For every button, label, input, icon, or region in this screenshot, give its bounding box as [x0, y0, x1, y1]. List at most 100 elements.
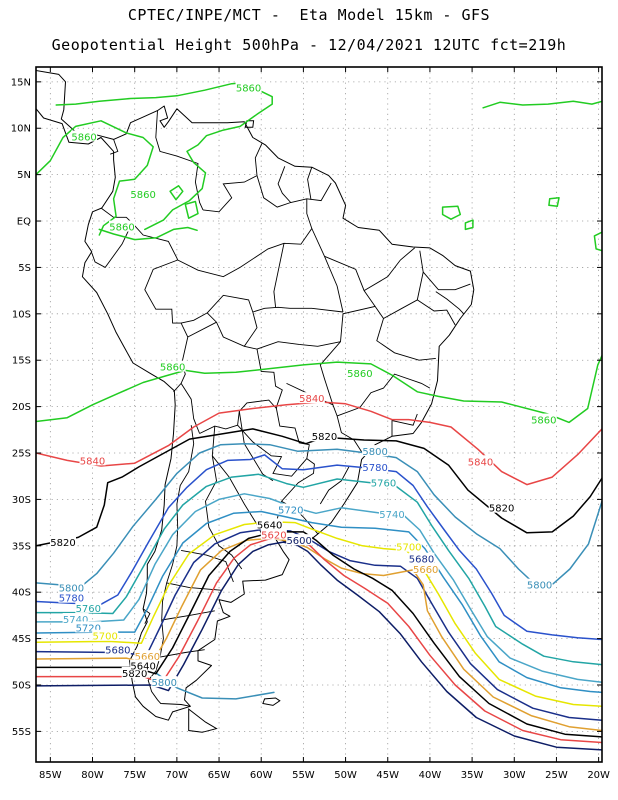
lon-tick-label: 80W [81, 770, 104, 781]
contour-5860 [184, 200, 199, 219]
political-border [363, 247, 415, 291]
contour-label-bg [58, 581, 85, 593]
contour-label-bg [71, 130, 98, 142]
contour-label-bg [75, 601, 102, 613]
lat-tick-label: 25S [12, 449, 31, 460]
contour-label-bg [408, 552, 435, 564]
contour-5840 [36, 401, 602, 486]
island-coastline [106, 50, 125, 56]
political-border [319, 466, 350, 505]
contour-label-5740: 5740 [379, 510, 404, 521]
contour-label-5800: 5800 [59, 583, 84, 594]
contour-label-bg [92, 629, 119, 641]
contour-label-5720: 5720 [278, 506, 303, 517]
contour-label-5860: 5860 [531, 416, 556, 427]
lat-tick-label: 10S [12, 309, 31, 320]
political-border [206, 294, 254, 314]
contour-5860 [441, 205, 462, 220]
height-contours [36, 82, 602, 751]
contour-label-bg [467, 455, 494, 467]
political-border [202, 142, 263, 213]
contour-label-5820: 5820 [489, 504, 514, 515]
lon-tick-label: 70W [166, 770, 189, 781]
contour-label-bg [130, 188, 157, 200]
lon-tick-label: 40W [419, 770, 442, 781]
island-coastline [140, 36, 191, 57]
political-border [155, 110, 204, 211]
contour-5860 [98, 226, 198, 241]
contour-label-5660: 5660 [413, 565, 438, 576]
contour-label-5860: 5860 [130, 190, 155, 201]
contour-label-bg [277, 503, 304, 515]
contour-5860 [169, 185, 184, 201]
contour-label-5760: 5760 [371, 479, 396, 490]
map-frame [35, 66, 603, 763]
contour-label-bg [286, 534, 313, 546]
contour-label-5680: 5680 [105, 646, 130, 657]
island-coastline [262, 697, 281, 706]
political-border [144, 259, 189, 393]
contour-label-bg [58, 591, 85, 603]
political-border [273, 243, 285, 308]
political-border [238, 411, 274, 482]
lon-tick-label: 20W [587, 770, 610, 781]
contour-label-bg [395, 540, 422, 552]
contour-label-5780: 5780 [59, 594, 84, 605]
contour-label-5800: 5800 [527, 581, 552, 592]
contour-5860 [593, 231, 602, 252]
lat-tick-label: 15S [12, 356, 31, 367]
political-border [311, 228, 344, 313]
contour-label-bg [412, 562, 439, 574]
contour-label-bg [298, 392, 325, 404]
political-border [131, 222, 179, 261]
contour-label-bg [260, 528, 287, 540]
lat-tick-label: 5S [18, 263, 31, 274]
contour-5860 [464, 219, 474, 231]
political-border [100, 207, 133, 224]
political-border [237, 424, 308, 477]
contour-5660 [36, 537, 602, 732]
lat-tick-label: 50S [12, 680, 31, 691]
political-border [417, 299, 456, 326]
lon-tick-label: 25W [545, 770, 568, 781]
contour-label-5740: 5740 [63, 615, 88, 626]
political-border [252, 306, 344, 313]
tierra-del-fuego-coastline [188, 708, 218, 733]
contour-label-bg [130, 659, 157, 671]
political-border [142, 608, 151, 624]
contour-label-bg [109, 220, 136, 232]
contour-5860 [55, 82, 273, 231]
contour-label-bg [530, 413, 557, 425]
contour-label-5720: 5720 [76, 623, 101, 634]
political-border [324, 255, 376, 307]
contour-label-5860: 5860 [347, 369, 372, 380]
contour-label-bg [311, 430, 338, 442]
contour-5860 [36, 354, 602, 424]
contour-5780 [36, 454, 602, 641]
contour-label-bg [526, 578, 553, 590]
contour-5700 [36, 520, 602, 708]
political-border [307, 167, 313, 200]
political-border [383, 250, 424, 319]
island-coastline [200, 50, 214, 55]
contour-label-bg [75, 621, 102, 633]
lat-tick-label: 20S [12, 402, 31, 413]
contour-labels: 5860 5860 5860 5860 5860 5860 5860 5840 5840 5840… [49, 81, 557, 689]
contour-label-bg [370, 476, 397, 488]
lon-tick-label: 50W [334, 770, 357, 781]
contour-5860 [36, 120, 154, 236]
lon-tick-label: 75W [123, 770, 146, 781]
contour-5860 [548, 197, 560, 207]
lat-tick-label: 35S [12, 541, 31, 552]
contour-label-5840: 5840 [468, 457, 493, 468]
contour-label-bg [62, 613, 89, 625]
lat-tick-label: 40S [12, 588, 31, 599]
contour-label-5640: 5640 [257, 520, 282, 531]
contour-label-bg [346, 367, 373, 379]
contour-label-bg [256, 518, 283, 530]
contour-label-bg [49, 536, 76, 548]
lat-tick-label: EQ [17, 217, 31, 228]
lon-tick-label: 85W [39, 770, 62, 781]
map-title-line-1: CPTEC/INPE/MCT - Eta Model 15km - GFS [127, 6, 491, 24]
